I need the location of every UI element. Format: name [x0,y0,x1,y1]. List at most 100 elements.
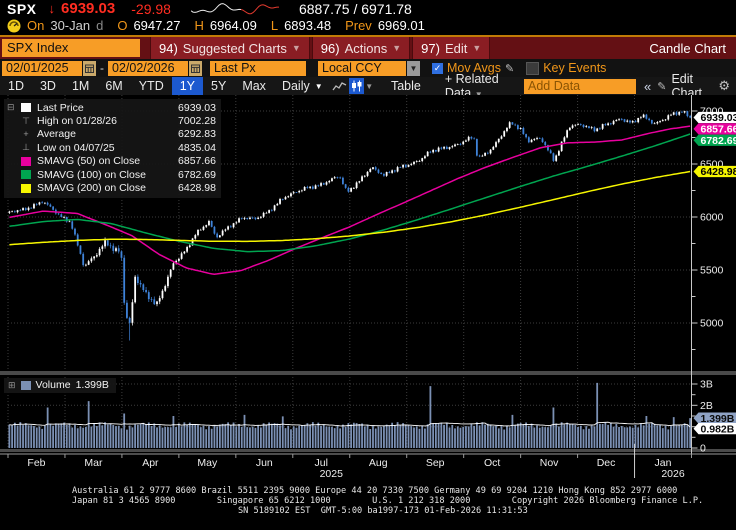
high-value: 6964.09 [209,18,257,33]
legend-value: 4835.04 [178,141,216,154]
mov-avgs-checkbox[interactable]: ✓ [432,62,443,74]
legend-item: ⊥ Low on 04/07/25 4835.04 [20,141,216,154]
down-arrow-icon: ↓ [48,1,56,16]
menu-item-suggested-charts[interactable]: 94) Suggested Charts ▼ [150,37,310,59]
candle-chart-icon[interactable] [348,78,364,94]
svg-text:Aug: Aug [369,457,388,469]
prev-value: 6969.01 [377,18,425,33]
svg-text:Jan: Jan [655,457,672,469]
high-label: H [194,18,204,33]
legend-swatch [21,156,31,166]
legend-item: SMAVG (200) on Close 6428.98 [20,181,216,194]
svg-text:May: May [197,457,218,469]
calendar-icon[interactable] [83,60,96,76]
range-tab-6m[interactable]: 6M [105,79,123,93]
bid-ask-range: 6887.75 / 6971.78 [298,0,412,17]
legend-item: + Average 6292.83 [20,128,216,141]
triangle-down-icon: ▼ [392,43,402,53]
menu-items: 94) Suggested Charts ▼ 96) Actions ▼ 97) Edit ▼ [150,37,491,59]
range-tab-1y[interactable]: 1Y [171,77,204,95]
svg-text:3B: 3B [700,379,713,391]
add-data-input[interactable] [524,78,637,94]
high-marker-icon: ⊤ [22,115,30,126]
range-tab-max[interactable]: Max [242,79,266,93]
quote-row-price: SPX ↓ 6939.03 -29.98 6887.75 / 6971.78 [0,0,736,17]
edit-mov-avgs-pencil-icon[interactable]: ✎ [504,62,515,75]
market-clock-icon[interactable] [7,19,21,33]
low-label: L [270,18,279,33]
legend-label: SMAVG (50) on Close [37,155,141,168]
range-tab-5y[interactable]: 5Y [211,79,227,93]
menu-item-actions[interactable]: 96) Actions ▼ [311,37,411,59]
line-chart-icon[interactable] [332,78,347,94]
chart-area[interactable]: 5000 5500 6000 6500 7000 0 2B 3B Feb Mar Apr May Jun… [0,95,736,483]
legend-label: High on 01/28/26 [37,115,117,128]
key-events-checkbox[interactable] [526,61,540,75]
svg-text:Mar: Mar [84,457,103,469]
collapse-chevrons[interactable]: « [644,78,652,94]
pencil-icon: ✎ [657,80,667,93]
volume-legend[interactable]: ⊞ Volume 1.399B [4,378,116,393]
legend-label: SMAVG (100) on Close [37,168,146,181]
triangle-down-icon: ▼ [472,43,482,53]
session-date: 30-Jan [50,18,91,33]
table-button[interactable]: Table [390,79,421,93]
frequency-value: Daily [281,79,310,93]
intraday-sparkline [190,2,279,14]
session-flag: d [96,18,104,33]
legend-expand-icon[interactable]: ⊞ [8,379,16,390]
legend-item: ⊤ High on 01/28/26 7002.28 [20,114,216,127]
frequency-select[interactable]: Daily ▼ [274,79,331,93]
last-price: 6939.03 [61,0,116,17]
triangle-down-icon: ▼ [314,81,323,91]
session-on-label: On [27,18,45,33]
legend-label: SMAVG (200) on Close [37,182,146,195]
legend-value: 6428.98 [178,182,216,195]
menu-item-edit[interactable]: 97) Edit ▼ [412,37,491,59]
svg-text:Dec: Dec [597,457,616,469]
svg-text:2B: 2B [700,400,713,412]
price-change: -29.98 [131,0,171,17]
menu-item-label: Suggested Charts [182,40,287,56]
range-tab-1d[interactable]: 1D [8,79,24,93]
svg-text:0.982B: 0.982B [701,423,735,435]
low-marker-icon: ⊥ [22,142,30,153]
footer-session-info: SN 5189102 EST GMT-5:00 ba1997-173 01-Fe… [238,506,528,517]
range-tab-ytd[interactable]: YTD [138,79,164,93]
range-tab-1m[interactable]: 1M [71,79,90,93]
legend-swatch [21,103,31,113]
svg-text:Jul: Jul [315,457,328,469]
gear-icon[interactable]: ⚙ [718,78,730,93]
date-from-input[interactable] [2,60,82,76]
legend-collapse-icon[interactable]: ⊟ [7,102,15,112]
date-to-input[interactable] [108,60,188,76]
range-tabs: 1D 3D 1M 6M YTD 1Y 5Y Max [0,77,274,95]
open-label: O [117,18,128,33]
svg-text:5000: 5000 [700,317,724,329]
price-field-select[interactable]: Last Px [210,60,306,76]
chart-type-dropdown-icon[interactable]: ▼ [365,81,374,91]
legend-value: 7002.28 [178,115,216,128]
svg-text:6000: 6000 [700,211,724,223]
period-bar: 1D 3D 1M 6M YTD 1Y 5Y Max Daily ▼ ▼ Table + Rel… [0,72,736,100]
svg-text:2026: 2026 [661,468,685,480]
volume-value: 1.399B [75,379,109,391]
average-marker-icon: + [23,129,29,140]
menu-bar: SPX Index 94) Suggested Charts ▼ 96) Actions… [0,37,736,59]
prev-label: Prev [345,18,372,33]
currency-select[interactable]: Local CCY [318,60,406,76]
triangle-down-icon: ▼ [474,90,483,99]
security-input[interactable]: SPX Index [2,39,140,57]
mov-avgs-label: Mov Avgs [447,61,501,75]
menu-item-label: Actions [344,40,388,56]
chart-type-label: Candle Chart [649,40,726,56]
range-tab-3d[interactable]: 3D [39,79,56,93]
menu-item-number: 94) [159,40,178,56]
chevron-down-icon[interactable]: ▼ [407,60,420,76]
legend-item: SMAVG (100) on Close 6782.69 [20,168,216,181]
calendar-icon[interactable] [189,60,202,76]
price-legend[interactable]: ⊟ Last Price 6939.03 ⊤ High on 01/28/26 7002… [4,99,221,198]
svg-text:6939.03: 6939.03 [701,112,736,124]
